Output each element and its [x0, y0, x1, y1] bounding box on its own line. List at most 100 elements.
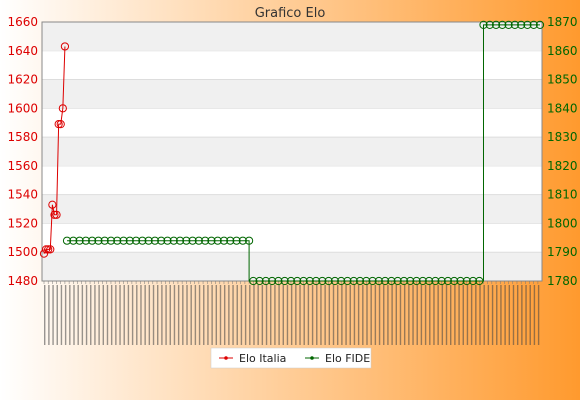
point-elo-fide: [175, 236, 185, 245]
x-tick-label: [157, 285, 159, 345]
x-tick-glyph: [223, 285, 226, 345]
x-tick-label: [500, 285, 502, 345]
x-tick-glyph: [290, 285, 293, 345]
x-tick-label: [403, 285, 406, 345]
x-tick-glyph: [295, 285, 297, 345]
x-tick-label: [274, 285, 276, 345]
point-elo-fide: [450, 276, 459, 286]
left-axis-tick-label: 1520: [7, 216, 38, 230]
point-elo-fide: [219, 236, 229, 245]
right-axis-tick-label: 1810: [547, 188, 578, 202]
grid-band: [42, 79, 542, 109]
point-elo-fide: [504, 20, 513, 29]
point-elo-fide: [194, 236, 203, 245]
point-elo-fide: [349, 276, 358, 286]
x-tick-label: [115, 285, 117, 345]
x-tick-label: [299, 285, 301, 345]
x-tick-label: [416, 285, 418, 345]
point-elo-fide: [491, 20, 501, 29]
point-elo-italia: [60, 42, 70, 51]
point-elo-fide: [456, 276, 465, 286]
x-tick-glyph: [244, 285, 247, 345]
x-tick-label: [458, 285, 460, 345]
legend-marker-elo-italia: [224, 356, 228, 360]
x-tick-label: [144, 285, 146, 345]
x-tick-label: [77, 285, 79, 345]
grid-band: [42, 194, 542, 224]
x-tick-label: [475, 285, 477, 345]
right-axis-tick-label: 1850: [547, 73, 578, 87]
left-axis-tick-label: 1560: [7, 159, 38, 173]
x-tick-label: [182, 285, 184, 345]
right-axis-tick-label: 1790: [547, 245, 578, 259]
x-tick-glyph: [60, 285, 63, 345]
x-tick-label: [52, 285, 54, 345]
x-tick-glyph: [324, 285, 326, 345]
x-tick-glyph: [412, 285, 414, 345]
point-elo-italia: [39, 249, 49, 258]
x-tick-glyph: [190, 285, 192, 345]
right-axis-tick-label: 1860: [547, 44, 578, 58]
x-tick-label: [190, 285, 192, 345]
x-tick-glyph: [537, 285, 540, 345]
point-elo-fide: [69, 236, 78, 245]
x-tick-label: [232, 285, 234, 345]
point-elo-fide: [517, 20, 526, 29]
x-tick-glyph: [90, 285, 92, 345]
point-elo-fide: [119, 236, 128, 245]
x-tick-glyph: [161, 285, 163, 345]
x-tick-label: [286, 285, 289, 345]
x-tick-label: [311, 285, 314, 345]
point-elo-italia: [46, 245, 55, 254]
legend-marker-elo-fide: [310, 356, 314, 360]
x-tick-label: [537, 285, 540, 345]
x-tick-glyph: [240, 285, 243, 345]
x-tick-label: [131, 285, 134, 345]
x-tick-glyph: [165, 285, 167, 345]
x-tick-glyph: [194, 285, 197, 345]
legend: Elo Italia Elo FIDE: [210, 347, 372, 369]
x-tick-glyph: [215, 285, 218, 345]
point-elo-fide: [468, 276, 478, 286]
point-elo-italia: [50, 210, 59, 219]
x-tick-glyph: [286, 285, 289, 345]
x-tick-glyph: [466, 285, 469, 345]
legend-label-elo-italia: Elo Italia: [239, 352, 286, 365]
point-elo-fide: [125, 236, 134, 245]
point-elo-fide: [374, 276, 383, 286]
x-tick-glyph: [387, 285, 389, 345]
point-elo-fide: [201, 236, 210, 245]
x-tick-label: [303, 285, 305, 345]
x-tick-label: [462, 285, 464, 345]
x-tick-label: [529, 285, 531, 345]
x-tick-label: [387, 285, 389, 345]
point-elo-fide: [207, 236, 216, 245]
x-tick-label: [533, 285, 536, 345]
x-tick-label: [73, 285, 75, 345]
x-tick-glyph: [533, 285, 536, 345]
x-tick-glyph: [69, 285, 71, 345]
point-elo-fide: [62, 236, 72, 245]
x-tick-glyph: [198, 285, 201, 345]
x-tick-glyph: [253, 285, 255, 345]
point-elo-fide: [268, 276, 277, 286]
x-tick-label: [194, 285, 197, 345]
x-tick-label: [244, 285, 247, 345]
left-axis-tick-label: 1600: [7, 101, 38, 115]
point-elo-fide: [255, 276, 264, 286]
x-tick-glyph: [274, 285, 276, 345]
right-axis-tick-label: 1870: [547, 15, 578, 29]
x-tick-label: [173, 285, 176, 345]
x-tick-label: [336, 285, 339, 345]
x-tick-glyph: [395, 285, 397, 345]
x-tick-glyph: [278, 285, 280, 345]
x-tick-label: [328, 285, 331, 345]
x-tick-label: [470, 285, 473, 345]
point-elo-fide: [94, 236, 103, 245]
x-tick-label: [44, 285, 46, 345]
x-tick-label: [240, 285, 243, 345]
point-elo-fide: [381, 276, 390, 286]
series-line-elo-italia: [43, 46, 66, 254]
x-tick-glyph: [516, 285, 519, 345]
point-elo-fide: [311, 276, 321, 286]
